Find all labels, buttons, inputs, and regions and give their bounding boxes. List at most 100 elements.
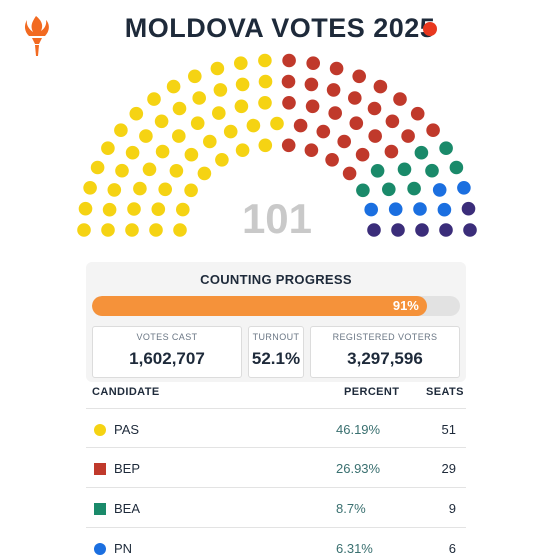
column-header-percent: PERCENT (344, 386, 400, 398)
seat-bea (397, 162, 412, 177)
seat-bea (414, 145, 429, 160)
seat-pas (114, 123, 128, 137)
seat-bea (439, 141, 453, 155)
party-percent: 8.7% (336, 501, 366, 516)
seat-pn (437, 202, 452, 217)
seat-bep (348, 91, 362, 105)
column-header-candidate: CANDIDATE (92, 386, 160, 398)
seat-pas (234, 99, 249, 114)
seat-bep (384, 144, 399, 159)
header: MOLDOVA VOTES 2025 (0, 8, 560, 48)
seat-bep (373, 79, 388, 94)
page-title: MOLDOVA VOTES 2025 (124, 13, 436, 43)
seat-bea (382, 182, 396, 197)
seat-bep (306, 56, 321, 70)
seat-bep (304, 77, 319, 92)
seat-other (367, 223, 381, 237)
seat-pas (192, 91, 206, 105)
seat-pas (115, 163, 129, 178)
seat-pas (78, 201, 93, 216)
registered-voters-value: 3,297,596 (347, 349, 423, 368)
seat-pas (139, 129, 153, 143)
counting-progress-title: COUNTING PROGRESS (200, 272, 352, 287)
party-marker-icon (94, 543, 106, 555)
party-name: BEP (114, 461, 141, 476)
seat-bep (281, 138, 296, 153)
turnout-card: TURNOUT 52.1% (248, 326, 304, 378)
seat-bep (326, 83, 341, 97)
seat-pas (258, 96, 272, 110)
party-marker-icon (94, 503, 106, 515)
seat-pas (172, 101, 187, 116)
seat-bep (304, 143, 319, 157)
seat-pas (190, 116, 205, 130)
table-row: BEA 8.7% 9 (86, 488, 466, 528)
total-seats-label: 101 (242, 195, 312, 242)
seat-pn (432, 183, 447, 197)
torch-logo-icon (24, 16, 49, 56)
results-table-header: CANDIDATE PERCENT SEATS (92, 384, 463, 404)
seat-pas (125, 223, 139, 237)
seat-pas (223, 124, 238, 139)
seat-pas (166, 79, 181, 94)
table-row: PAS 46.19% 51 (86, 408, 466, 448)
seat-pas (235, 143, 250, 157)
table-row: PN 6.31% 6 (86, 528, 466, 560)
party-seats: 51 (441, 422, 456, 437)
seat-pas (142, 162, 157, 177)
flame-icon (24, 16, 49, 56)
seat-pas (176, 202, 190, 217)
seat-bep (282, 96, 296, 110)
seat-pas (184, 147, 199, 162)
seat-pas (212, 106, 226, 120)
seat-pas (90, 160, 105, 175)
party-marker-icon (94, 463, 106, 475)
seat-bep (367, 101, 382, 116)
party-marker-icon (94, 424, 106, 436)
party-percent: 6.31% (336, 541, 373, 556)
seat-pas (101, 141, 115, 155)
party-name: BEA (114, 501, 141, 516)
party-percent: 46.19% (336, 422, 381, 437)
party-seats: 6 (448, 541, 456, 556)
seat-pas (213, 83, 228, 97)
seat-other (461, 201, 476, 216)
turnout-label: TURNOUT (252, 332, 300, 342)
progress-bar-fill: 91% (92, 296, 427, 316)
seat-pn (457, 181, 471, 195)
seat-bep (325, 153, 339, 167)
table-row: BEP 26.93% 29 (86, 448, 466, 488)
live-indicator-dot (423, 22, 437, 36)
party-name: PN (114, 541, 133, 556)
counting-progress-panel: COUNTING PROGRESS 91% VOTES CAST 1,602,7… (86, 262, 466, 382)
seat-pas (258, 74, 273, 89)
party-seats: 9 (448, 501, 456, 516)
progress-bar-track: 91% (92, 296, 460, 316)
seat-pas (169, 164, 184, 178)
seat-bea (407, 181, 421, 196)
seat-pas (154, 114, 169, 129)
seat-pas (270, 116, 284, 131)
seat-bep (342, 166, 357, 181)
seat-bep (281, 74, 296, 89)
seat-bep (355, 147, 370, 162)
column-header-seats: SEATS (426, 386, 464, 398)
seat-pas (107, 183, 122, 197)
seat-pas (173, 223, 187, 237)
seat-pas (101, 223, 115, 237)
seat-pas (188, 69, 202, 84)
seat-pas (127, 202, 141, 216)
seat-pas (102, 202, 117, 217)
seat-pas (235, 77, 250, 92)
seat-bep (352, 69, 367, 84)
seat-bep (316, 124, 331, 139)
seat-pas (258, 53, 272, 68)
seat-bep (385, 114, 400, 129)
seat-bep (305, 99, 320, 114)
seat-other (415, 223, 429, 237)
seat-pas (129, 106, 144, 121)
progress-percent-label: 91% (392, 298, 419, 313)
seat-bep (328, 106, 343, 120)
seat-bea (370, 164, 385, 178)
seat-bep (282, 53, 296, 68)
